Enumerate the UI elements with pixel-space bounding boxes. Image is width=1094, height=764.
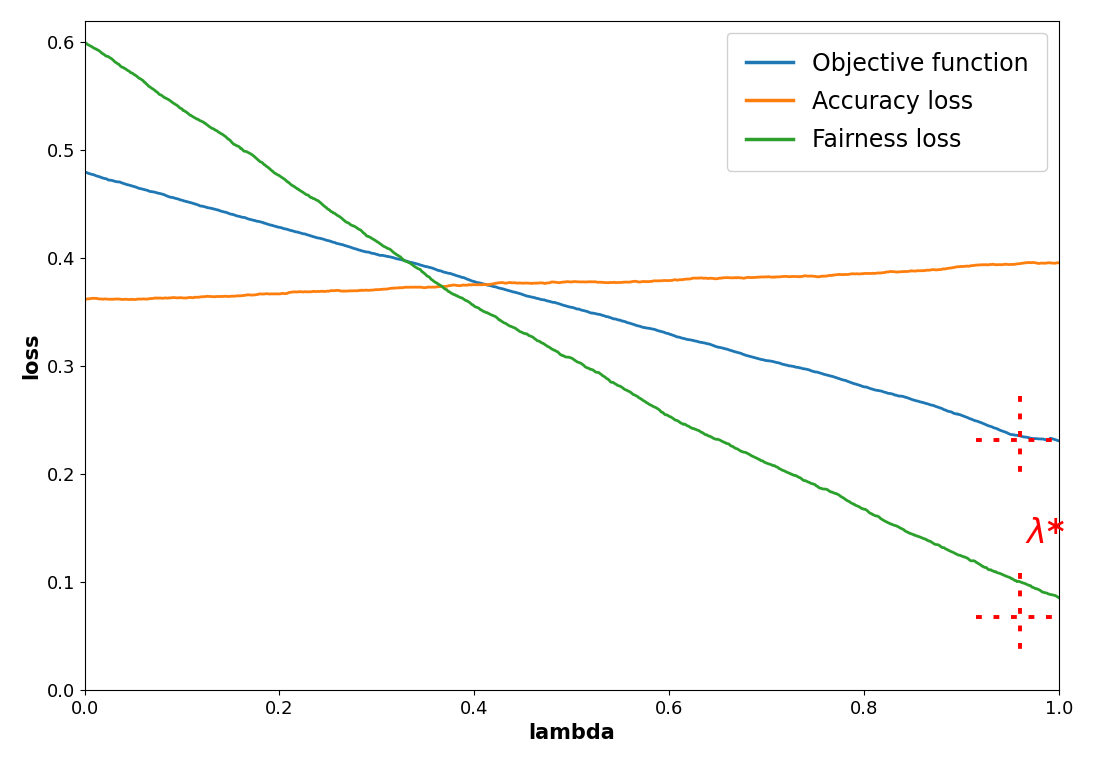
Line: Accuracy loss: Accuracy loss	[84, 263, 1059, 299]
Fairness loss	[747, 452, 760, 461]
Objective function	[856, 382, 869, 391]
Fairness loss	[473, 303, 486, 312]
Fairness loss	[1052, 593, 1066, 602]
Accuracy loss	[123, 295, 136, 304]
Objective function	[838, 376, 851, 385]
Fairness loss	[177, 106, 190, 115]
Line: Fairness loss: Fairness loss	[84, 43, 1059, 597]
Accuracy loss	[509, 278, 522, 287]
Accuracy loss	[473, 280, 486, 290]
Accuracy loss	[1022, 258, 1035, 267]
Objective function	[508, 287, 521, 296]
Y-axis label: loss: loss	[21, 332, 40, 379]
Accuracy loss	[839, 270, 852, 279]
Fairness loss	[508, 323, 521, 332]
Fairness loss	[838, 494, 851, 503]
Text: $\lambda$*: $\lambda$*	[1025, 517, 1064, 550]
Accuracy loss	[748, 273, 761, 282]
Objective function	[177, 196, 190, 206]
Objective function	[1052, 436, 1066, 445]
Accuracy loss	[1052, 258, 1066, 267]
Fairness loss	[856, 504, 869, 513]
Objective function	[747, 353, 760, 362]
Legend: Objective function, Accuracy loss, Fairness loss: Objective function, Accuracy loss, Fairn…	[726, 33, 1047, 170]
Objective function	[78, 167, 91, 176]
Objective function	[473, 278, 486, 287]
Line: Objective function: Objective function	[84, 172, 1059, 441]
Fairness loss	[78, 38, 91, 47]
Accuracy loss	[78, 295, 91, 304]
Accuracy loss	[857, 269, 870, 278]
X-axis label: lambda: lambda	[528, 724, 615, 743]
Accuracy loss	[178, 293, 191, 303]
